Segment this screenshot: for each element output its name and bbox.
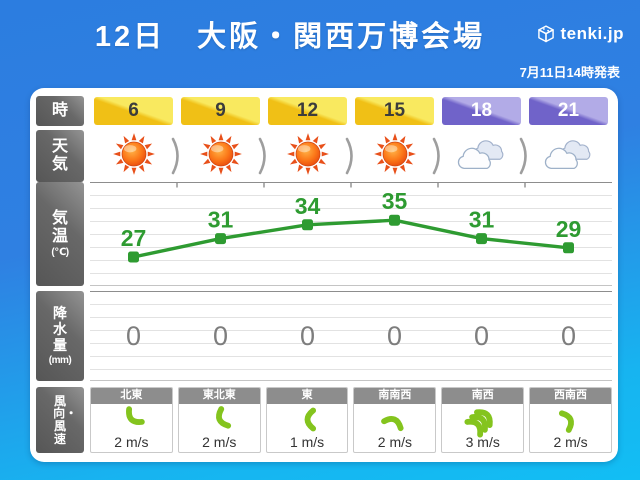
- temp-point: [389, 214, 400, 226]
- wind-cell: 東 1 m/s: [265, 387, 349, 453]
- weather-separator: [430, 135, 446, 177]
- row-label-hour: 時: [36, 96, 84, 126]
- temp-value-label: 31: [208, 207, 234, 233]
- precip-value: 0: [212, 320, 229, 351]
- hours-row: 時 6 9 12 15 18 21: [36, 96, 612, 126]
- weather-separator: [517, 135, 533, 177]
- wind-speed: 1 m/s: [289, 434, 325, 450]
- wind-cell: 南西 3 m/s: [441, 387, 525, 453]
- precipitation-row: 降水量 (mm) 0 0 0 0 0 0: [36, 291, 612, 381]
- precip-value: 0: [386, 320, 403, 351]
- weather-separator: [256, 135, 272, 177]
- hour-cell: 6: [90, 96, 177, 126]
- weather-transition-icon: [432, 137, 440, 175]
- hour-badge: 18: [442, 97, 521, 125]
- weather-row-cells: [90, 130, 612, 182]
- temp-value-label: 29: [556, 216, 582, 242]
- cloudy-icon: [544, 139, 590, 169]
- weather-transition-icon: [519, 137, 527, 175]
- wind-row-cells: 北東 2 m/s 東北東 2 m/s 東 1 m/s 南南西 2 m/s 南西 3 m/s 西南西 2…: [90, 387, 612, 453]
- wind-direction-icon: [304, 407, 316, 432]
- wind-direction-label: 北東: [91, 388, 172, 404]
- hour-badge: 6: [94, 97, 173, 125]
- hour-badge: 21: [529, 97, 608, 125]
- wind-direction-icon: [381, 416, 404, 432]
- temp-value-label: 31: [469, 207, 495, 233]
- wind-direction-icon: [464, 409, 493, 438]
- weather-row: 天気: [36, 130, 612, 182]
- weather-separator: [169, 135, 185, 177]
- wind-direction-label: 南南西: [354, 388, 436, 404]
- weather-separator: [343, 135, 359, 177]
- weather-cell: [345, 130, 438, 182]
- hour-badge: 15: [355, 97, 434, 125]
- weather-cell: [519, 130, 612, 182]
- logo-text: tenki.jp: [560, 24, 624, 43]
- temp-point: [476, 233, 487, 245]
- temp-point: [302, 219, 313, 231]
- weather-cell: [90, 130, 177, 182]
- sun-icon: [286, 132, 329, 175]
- page-title: 12日 大阪・関西万博会場: [94, 21, 486, 53]
- temp-value-label: 35: [382, 188, 408, 214]
- cloudy-icon: [457, 139, 503, 169]
- row-label-precipitation: 降水量 (mm): [36, 291, 84, 381]
- wind-speed: 3 m/s: [465, 434, 500, 450]
- hours-row-cells: 6 9 12 15 18 21: [90, 96, 612, 126]
- wind-direction-icon: [125, 406, 145, 425]
- sun-icon: [112, 132, 155, 175]
- hour-cell: 12: [264, 96, 351, 126]
- precip-value: 0: [299, 320, 316, 351]
- temperature-chart-area: 27 31 34 35 31 29: [90, 182, 612, 286]
- hour-cell: 15: [351, 96, 438, 126]
- weather-transition-icon: [171, 137, 179, 175]
- row-label-weather: 天気: [36, 130, 84, 182]
- weather-cell: [258, 130, 351, 182]
- temp-point: [563, 242, 574, 254]
- wind-speed: 2 m/s: [202, 434, 237, 450]
- sun-icon: [373, 132, 416, 175]
- hour-cell: 21: [525, 96, 612, 126]
- wind-direction-label: 東北東: [178, 388, 260, 404]
- wind-cell: 西南西 2 m/s: [529, 387, 612, 453]
- wind-direction-label: 東: [266, 388, 348, 404]
- precip-value: 0: [125, 320, 142, 351]
- wind-direction-icon: [558, 410, 575, 433]
- temperature-row: 気温 (℃) 27 31 34 35 31 29: [36, 182, 612, 286]
- wind-cell: 北東 2 m/s: [90, 387, 173, 453]
- weather-transition-icon: [258, 137, 266, 175]
- wind-direction-icon: [215, 406, 231, 429]
- forecast-card: 時 6 9 12 15 18 21 天気 気温 (℃) 27 31 34 35 31 29 降水量 …: [30, 88, 618, 462]
- wind-row: 風向・風速 北東 2 m/s 東北東 2 m/s 東 1 m/s 南南西 2 m/s 南西 3 m…: [36, 387, 612, 453]
- precip-value: 0: [473, 320, 490, 351]
- tenki-jp-logo[interactable]: tenki.jp: [536, 24, 624, 44]
- temp-point: [215, 233, 226, 245]
- wind-direction-label: 南西: [442, 388, 524, 404]
- wind-speed: 2 m/s: [553, 434, 588, 450]
- wind-cell: 南南西 2 m/s: [353, 387, 437, 453]
- temp-value-label: 27: [121, 225, 147, 251]
- weather-cell: [432, 130, 525, 182]
- hour-cell: 18: [438, 96, 525, 126]
- temp-value-label: 34: [295, 193, 321, 219]
- temp-point: [128, 251, 139, 263]
- weather-transition-icon: [345, 137, 353, 175]
- precipitation-cells: 0 0 0 0 0 0: [90, 291, 612, 381]
- hour-badge: 9: [181, 97, 260, 125]
- sun-icon: [199, 132, 242, 175]
- row-label-temperature: 気温 (℃): [36, 182, 84, 286]
- weather-cell: [171, 130, 264, 182]
- tenki-cube-icon: [538, 25, 555, 43]
- row-label-wind: 風向・風速: [36, 387, 84, 453]
- wind-speed: 2 m/s: [377, 434, 413, 450]
- hour-badge: 12: [268, 97, 347, 125]
- hour-cell: 9: [177, 96, 264, 126]
- wind-cell: 東北東 2 m/s: [177, 387, 261, 453]
- wind-speed: 2 m/s: [114, 434, 149, 450]
- wind-direction-label: 西南西: [530, 388, 611, 404]
- issued-timestamp: 7月11日14時発表: [519, 65, 620, 80]
- precip-value: 0: [560, 320, 577, 351]
- temperature-chart: 27 31 34 35 31 29: [121, 183, 582, 263]
